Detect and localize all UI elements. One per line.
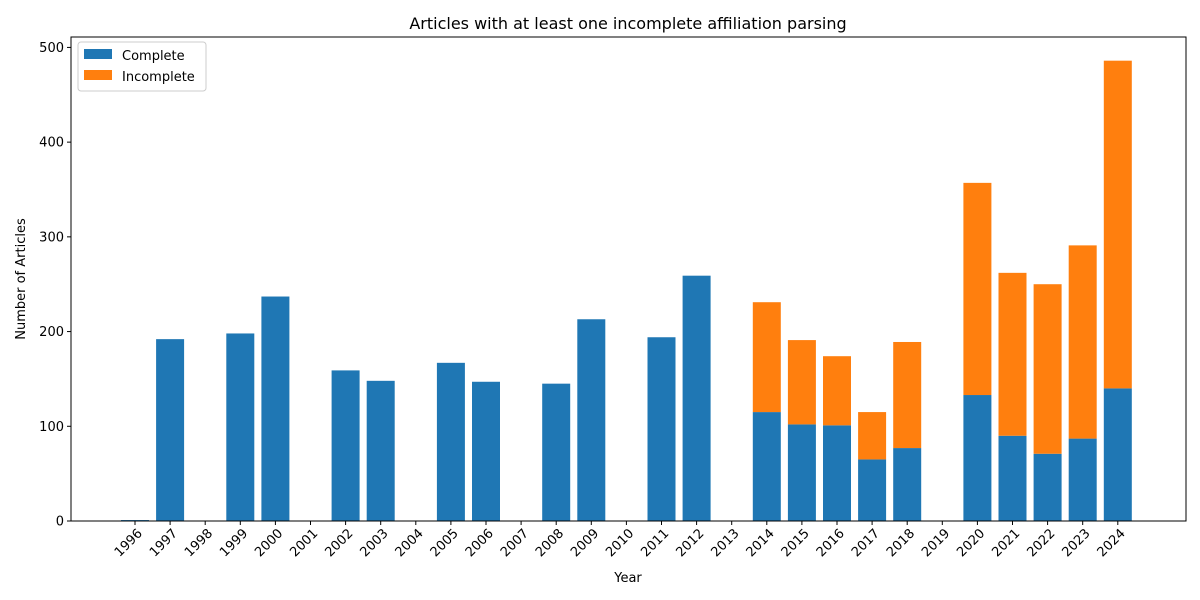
bar-complete-1997 — [156, 339, 185, 521]
legend-swatch-complete — [84, 49, 112, 59]
x-tick-label: 2001 — [287, 526, 321, 560]
bar-incomplete-2022 — [1033, 284, 1062, 454]
bar-incomplete-2015 — [787, 340, 816, 425]
x-tick-label: 2013 — [709, 526, 743, 560]
x-tick-label: 2016 — [814, 526, 848, 560]
x-axis-label: Year — [613, 571, 642, 586]
x-tick-label: 2020 — [954, 526, 988, 560]
x-tick-label: 2008 — [533, 526, 567, 560]
x-axis-ticks: 1996 1997 1998 1999 2000 2001 2002 2003 2004 2005… — [112, 521, 1129, 560]
bar-complete-2014 — [752, 412, 781, 521]
bar-complete-2017 — [858, 459, 887, 521]
bar-incomplete-2021 — [998, 272, 1027, 436]
y-tick-label: 100 — [39, 420, 64, 435]
x-tick-label: 2022 — [1024, 526, 1058, 560]
bar-incomplete-2023 — [1068, 245, 1097, 439]
bar-complete-2003 — [366, 380, 395, 521]
bar-complete-2021 — [998, 435, 1027, 521]
x-tick-label: 2021 — [989, 526, 1023, 560]
x-tick-label: 2002 — [322, 526, 356, 560]
bar-complete-2009 — [577, 319, 606, 521]
bar-complete-2000 — [261, 296, 290, 521]
x-tick-label: 2006 — [463, 526, 497, 560]
x-tick-label: 2012 — [673, 526, 707, 560]
legend: Complete Incomplete — [77, 41, 207, 92]
x-tick-label: 2000 — [252, 526, 286, 560]
bar-incomplete-2014 — [752, 302, 781, 413]
y-axis-label: Number of Articles — [14, 218, 29, 340]
x-tick-label: 1999 — [217, 526, 251, 560]
x-tick-label: 2014 — [744, 526, 778, 560]
bar-complete-2016 — [823, 425, 851, 521]
bar-incomplete-2016 — [823, 356, 851, 426]
bar-complete-2006 — [472, 381, 500, 521]
y-axis-ticks: 0 100 200 300 400 500 — [39, 41, 71, 530]
x-tick-label: 2018 — [884, 526, 918, 560]
bars-group — [121, 60, 1132, 521]
bar-incomplete-2018 — [893, 341, 922, 449]
y-tick-label: 300 — [39, 230, 64, 245]
plot-frame — [70, 36, 1187, 522]
legend-label-incomplete: Incomplete — [122, 70, 195, 85]
chart-title: Articles with at least one incomplete af… — [409, 14, 846, 33]
bar-complete-2008 — [542, 383, 571, 521]
bar-complete-2024 — [1103, 388, 1132, 521]
bar-complete-2023 — [1068, 438, 1097, 521]
x-tick-label: 2024 — [1095, 526, 1129, 560]
bar-incomplete-2017 — [858, 412, 887, 460]
legend-swatch-incomplete — [84, 70, 112, 80]
bar-complete-2012 — [682, 275, 711, 521]
bar-complete-2018 — [893, 448, 922, 521]
x-tick-label: 2004 — [393, 526, 427, 560]
x-tick-label: 2011 — [638, 526, 672, 560]
y-tick-label: 400 — [39, 136, 64, 151]
x-tick-label: 2023 — [1060, 526, 1094, 560]
x-tick-label: 2017 — [849, 526, 883, 560]
x-tick-label: 2015 — [779, 526, 813, 560]
x-tick-label: 1998 — [182, 526, 216, 560]
x-tick-label: 2003 — [358, 526, 392, 560]
legend-label-complete: Complete — [122, 49, 185, 64]
x-tick-label: 1997 — [147, 526, 181, 560]
bar-complete-2015 — [787, 424, 816, 521]
bar-incomplete-2024 — [1103, 60, 1132, 389]
bar-complete-1999 — [226, 333, 255, 521]
x-tick-label: 2009 — [568, 526, 602, 560]
bar-complete-2011 — [647, 337, 676, 521]
bar-complete-2005 — [436, 362, 465, 521]
bar-complete-2002 — [331, 370, 360, 521]
bar-complete-2022 — [1033, 453, 1062, 521]
y-tick-label: 0 — [56, 515, 64, 530]
y-tick-label: 200 — [39, 325, 64, 340]
x-tick-label: 1996 — [112, 526, 146, 560]
x-tick-label: 2010 — [603, 526, 637, 560]
x-tick-label: 2005 — [428, 526, 462, 560]
bar-incomplete-2020 — [963, 182, 992, 396]
x-tick-label: 2019 — [919, 526, 953, 560]
x-tick-label: 2007 — [498, 526, 532, 560]
bar-complete-2020 — [963, 395, 992, 521]
y-tick-label: 500 — [39, 41, 64, 56]
